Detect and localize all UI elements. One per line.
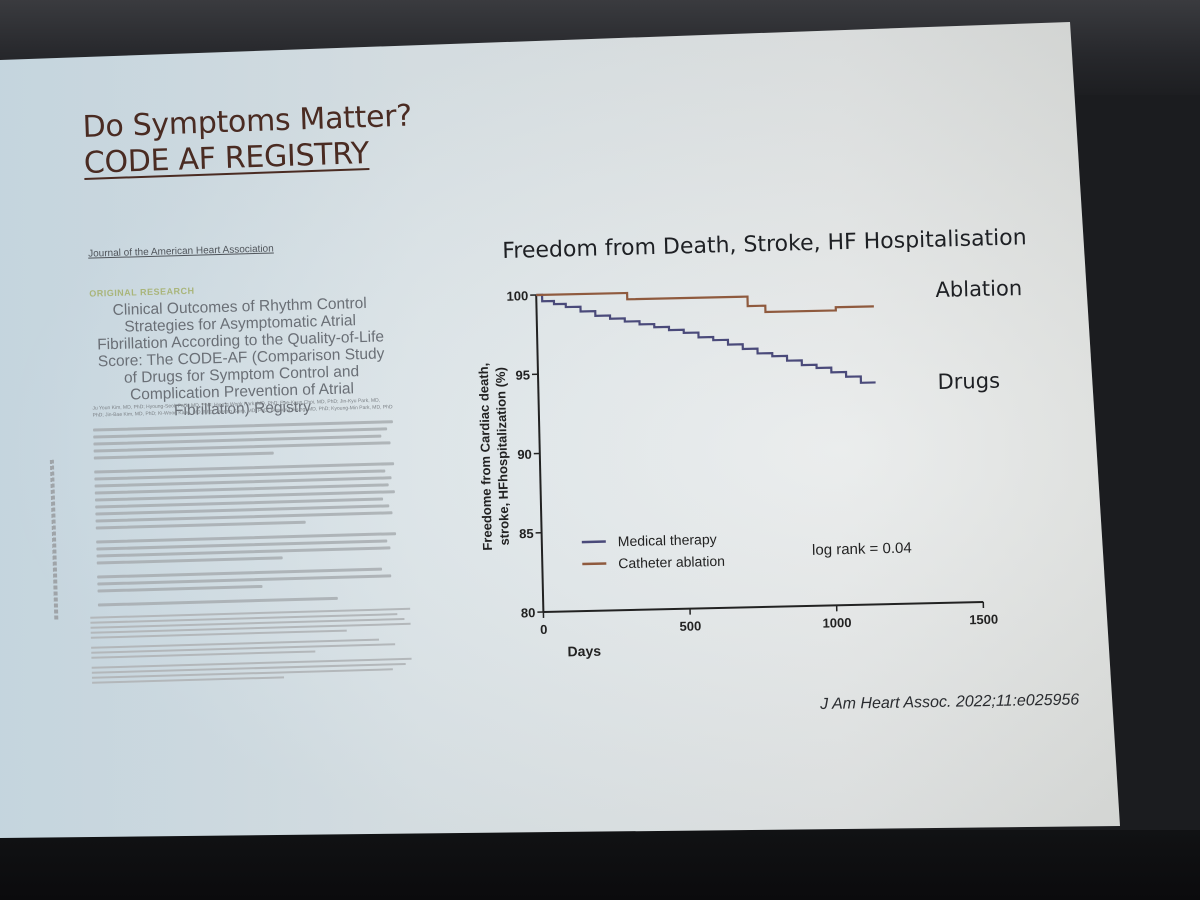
x-tick-label: 1000 <box>822 615 851 631</box>
x-tick-label: 0 <box>540 622 548 637</box>
legend-label: Catheter ablation <box>618 553 725 571</box>
legend-label: Medical therapy <box>618 531 717 549</box>
room-floor <box>0 830 1200 900</box>
y-tick-label: 85 <box>519 526 534 541</box>
x-tick-label: 500 <box>679 618 701 633</box>
legend-swatch <box>582 562 607 566</box>
y-tick-label: 95 <box>515 367 530 382</box>
legend-swatch <box>581 540 606 544</box>
y-axis-label: Freedome from Cardiac death,stroke, HFho… <box>476 362 512 551</box>
series-line-ablation <box>536 291 874 314</box>
y-tick-label: 100 <box>506 288 528 303</box>
x-axis-label: Days <box>567 643 601 660</box>
y-tick-label: 80 <box>521 605 536 620</box>
x-axis <box>543 600 984 613</box>
y-tick-label: 90 <box>517 447 532 462</box>
log-rank-annotation: log rank = 0.04 <box>812 540 912 559</box>
series-end-label: Ablation <box>935 276 1022 302</box>
x-tick-label: 1500 <box>969 612 998 628</box>
series-end-label: Drugs <box>937 369 1000 394</box>
series-line-medical <box>536 293 876 384</box>
